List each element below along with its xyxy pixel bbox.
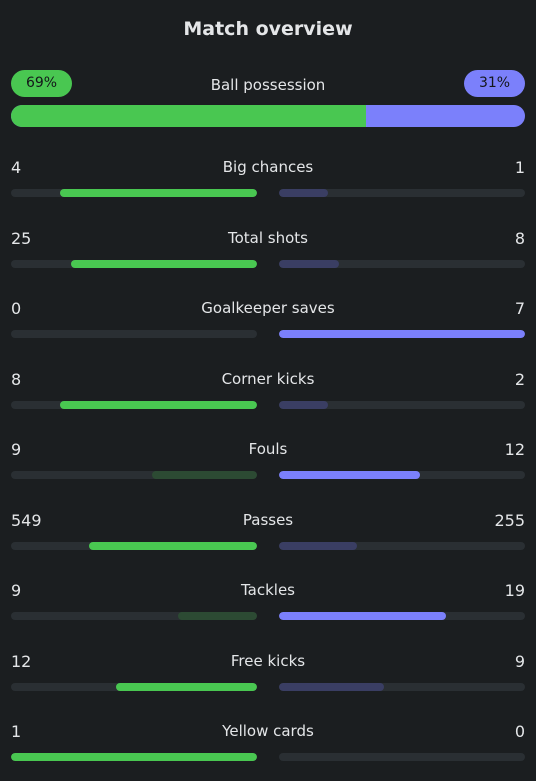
away-value: 7 [514, 299, 525, 318]
home-bar-track [11, 682, 257, 691]
away-bar-track [279, 541, 525, 550]
possession-label: Ball possession [210, 76, 326, 94]
home-bar [70, 259, 257, 268]
home-value: 9 [11, 581, 22, 600]
panel-title: Match overview [183, 18, 353, 40]
home-bar [116, 682, 257, 691]
away-value: 12 [504, 440, 525, 459]
stat-label: Yellow cards [222, 722, 314, 740]
away-bar-track [279, 259, 525, 268]
away-bar-track [279, 612, 525, 620]
away-bar-track [279, 400, 525, 409]
stat-label: Total shots [228, 228, 308, 247]
away-bar-track [279, 330, 525, 338]
home-value: 0 [11, 299, 22, 318]
stat-label: Tackles [240, 581, 296, 599]
away-value: 2 [514, 369, 525, 389]
stat-row: 25 Total shots 8 [11, 227, 525, 298]
ball-possession: 69% Ball possession 31% [11, 70, 525, 128]
home-value: 8 [11, 369, 22, 389]
home-bar [89, 541, 257, 550]
away-bar [279, 541, 358, 550]
away-value: 1 [514, 158, 525, 177]
away-value: 8 [514, 228, 525, 248]
stat-label: Fouls [248, 440, 288, 458]
home-bar-track [11, 541, 257, 550]
home-bar-track [11, 471, 257, 479]
away-bar [279, 612, 446, 620]
away-value: 19 [504, 581, 525, 600]
away-bar [279, 471, 420, 479]
home-bar-track [11, 400, 257, 409]
away-bar [279, 400, 329, 409]
home-value: 12 [11, 651, 32, 671]
possession-bar [11, 105, 525, 127]
stat-row: 0 Goalkeeper saves 7 [11, 297, 525, 368]
away-bar-track [279, 189, 525, 197]
home-bar-track [11, 612, 257, 620]
stats-list: 4 Big chances 1 25 Total shots 8 0 Goalkeeper s… [11, 156, 525, 781]
home-bar-track [11, 330, 257, 338]
stat-label: Goalkeeper saves [201, 299, 335, 317]
home-possession-badge: 69% [11, 70, 72, 97]
away-bar [279, 259, 339, 268]
away-bar [279, 330, 525, 338]
home-bar-track [11, 189, 257, 197]
home-value: 25 [11, 228, 32, 248]
stat-label: Free kicks [230, 651, 306, 670]
stat-label: Passes [242, 510, 294, 529]
stat-row: 4 Big chances 1 [11, 156, 525, 227]
stat-row: 1 Yellow cards 0 [11, 720, 525, 781]
away-bar [279, 189, 329, 197]
stat-row: 8 Corner kicks 2 [11, 368, 525, 439]
possession-bar-home-fill [11, 105, 366, 127]
away-bar-track [279, 682, 525, 691]
away-possession-badge: 31% [464, 70, 525, 97]
home-bar [11, 753, 257, 761]
away-value: 9 [514, 651, 525, 671]
away-value: 255 [494, 510, 525, 530]
away-value: 0 [514, 722, 525, 741]
home-bar-track [11, 753, 257, 761]
home-value: 4 [11, 158, 22, 177]
home-value: 9 [11, 440, 22, 459]
home-bar [60, 400, 257, 409]
home-value: 1 [11, 722, 22, 741]
away-bar-track [279, 753, 525, 761]
stat-label: Corner kicks [221, 369, 315, 388]
stat-row: 12 Free kicks 9 [11, 650, 525, 721]
stat-row: 9 Fouls 12 [11, 438, 525, 509]
stat-row: 549 Passes 255 [11, 509, 525, 580]
away-bar [279, 682, 385, 691]
home-bar-track [11, 259, 257, 268]
home-bar [177, 612, 257, 620]
home-value: 549 [11, 510, 42, 530]
home-bar [151, 471, 257, 479]
stat-label: Big chances [222, 158, 314, 176]
away-bar-track [279, 471, 525, 479]
home-bar [60, 189, 257, 197]
stat-row: 9 Tackles 19 [11, 579, 525, 650]
